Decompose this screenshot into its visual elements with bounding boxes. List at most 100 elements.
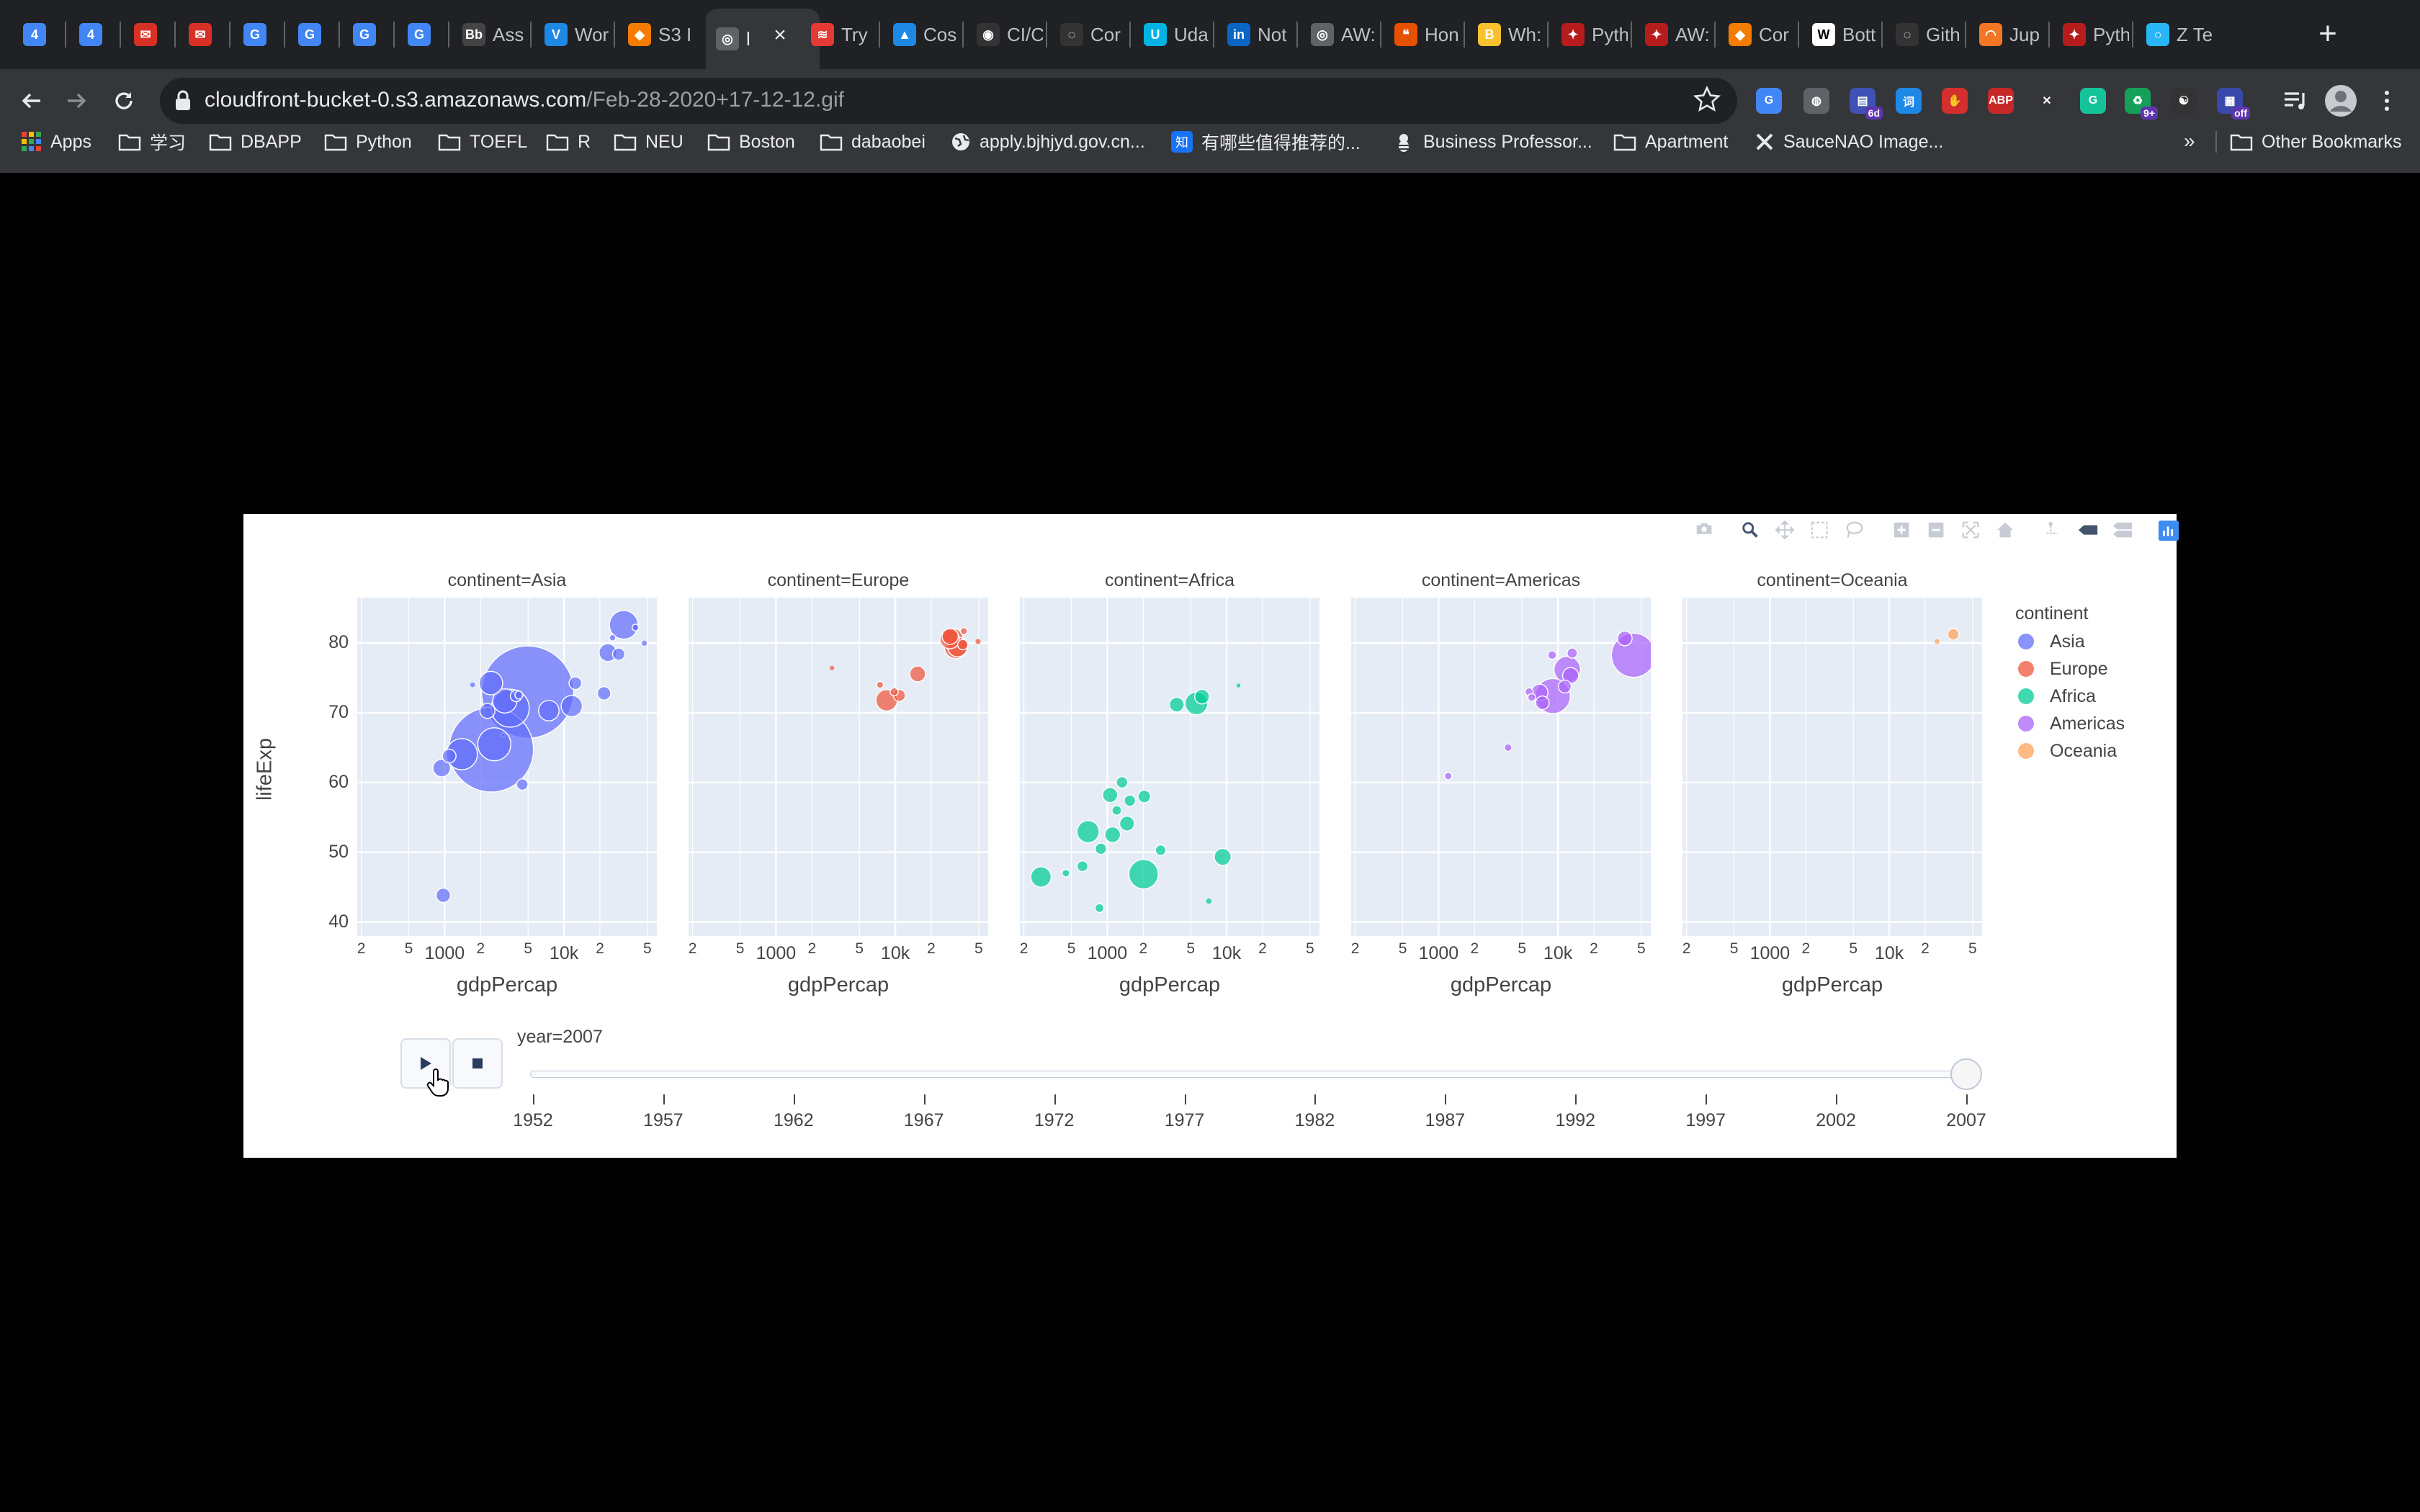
plotly-logo-icon[interactable] [2156, 520, 2181, 541]
browser-tab[interactable]: in Not [1217, 14, 1294, 55]
data-point[interactable] [611, 647, 626, 661]
data-point[interactable] [1137, 789, 1152, 804]
browser-tab[interactable]: G [343, 14, 386, 55]
adblock-icon[interactable]: ABP [1988, 88, 2014, 114]
grammarly-icon[interactable]: G [2080, 88, 2106, 114]
data-point[interactable] [1194, 688, 1210, 705]
keep-icon[interactable]: ◍ [1803, 88, 1829, 114]
bookmark-item[interactable]: Apps [22, 124, 91, 160]
bookmark-item[interactable]: Python [324, 124, 412, 160]
data-point[interactable] [1168, 696, 1185, 713]
data-point[interactable] [1206, 898, 1212, 904]
slider-step-label[interactable]: 1972 [1034, 1110, 1075, 1130]
browser-tab[interactable]: ◎ AW: [1301, 14, 1377, 55]
data-point[interactable] [956, 639, 969, 651]
data-point[interactable] [1567, 647, 1578, 659]
data-point[interactable] [477, 727, 511, 762]
close-tab-icon[interactable]: × [774, 23, 786, 47]
hover-closest-icon[interactable] [2076, 520, 2100, 541]
data-point[interactable] [435, 887, 452, 904]
bookmark-star-icon[interactable] [1693, 85, 1721, 114]
year-slider-handle[interactable] [1950, 1058, 1982, 1090]
slider-step-label[interactable]: 1987 [1425, 1110, 1466, 1130]
facet-plot-area[interactable] [1682, 598, 1982, 936]
browser-tab[interactable]: ○ Z Te [2136, 14, 2213, 55]
home-icon[interactable] [1994, 520, 2018, 541]
browser-tab[interactable]: ◌ Gith [1886, 14, 1962, 55]
data-point[interactable] [1076, 820, 1100, 844]
browser-tab[interactable]: ◆ S3 I [618, 14, 699, 55]
browser-tab[interactable]: G [398, 14, 441, 55]
data-point[interactable] [1155, 844, 1167, 856]
browser-tab[interactable]: 4 [13, 14, 56, 55]
bookmark-item[interactable]: R [546, 124, 591, 160]
browser-tab[interactable]: B Wh: [1468, 14, 1544, 55]
data-point[interactable] [1102, 787, 1119, 804]
spike-lines-icon[interactable] [2041, 520, 2066, 541]
forward-button[interactable] [59, 84, 94, 118]
data-point[interactable] [641, 640, 647, 647]
data-point[interactable] [909, 665, 926, 683]
data-point[interactable] [1947, 628, 1960, 641]
data-point[interactable] [432, 758, 452, 778]
data-point[interactable] [516, 778, 529, 791]
data-point[interactable] [1104, 826, 1121, 843]
legend-item[interactable]: Asia [2018, 629, 2085, 654]
data-point[interactable] [974, 639, 981, 645]
legend-item[interactable]: Americas [2018, 711, 2125, 736]
autoscale-icon[interactable] [1959, 520, 1984, 541]
data-point[interactable] [596, 685, 611, 701]
data-point[interactable] [829, 665, 835, 671]
pan-icon[interactable] [1773, 520, 1798, 541]
pause-button[interactable] [452, 1038, 503, 1089]
data-point[interactable] [876, 680, 884, 689]
data-point[interactable] [442, 748, 457, 764]
facet-plot-area[interactable] [1351, 598, 1651, 936]
data-point[interactable] [501, 732, 506, 738]
zoom-icon[interactable] [1739, 520, 1763, 541]
facet-plot-area[interactable] [357, 598, 657, 936]
data-point[interactable] [1214, 847, 1232, 866]
data-point[interactable] [1503, 743, 1512, 752]
bookmark-item[interactable]: Apartment [1613, 124, 1728, 160]
browser-tab[interactable]: Bb Ass [452, 14, 529, 55]
bookmark-item[interactable]: 知有哪些值得推荐的... [1171, 124, 1361, 160]
data-point[interactable] [959, 626, 968, 636]
off-ext-icon[interactable]: ▦ off [2217, 88, 2250, 120]
new-tab-button[interactable]: + [2318, 16, 2337, 51]
browser-tab[interactable]: ◌ Cor [1050, 14, 1126, 55]
data-point[interactable] [470, 682, 475, 688]
data-point[interactable] [1557, 679, 1572, 694]
bookmark-item[interactable]: NEU [614, 124, 684, 160]
browser-tab[interactable]: ◆ Cor [1718, 14, 1795, 55]
browser-tab[interactable]: ✦ Pyth [1551, 14, 1628, 55]
bookmark-item[interactable]: SauceNAO Image... [1754, 124, 1943, 160]
browser-tab[interactable]: ✦ Pyth [2053, 14, 2129, 55]
slider-step-label[interactable]: 1952 [513, 1110, 553, 1130]
browser-tab[interactable]: V Wor [534, 14, 611, 55]
browser-tab[interactable]: ≋ Try [801, 14, 877, 55]
bookmark-item[interactable]: Boston [707, 124, 795, 160]
slider-step-label[interactable]: 1962 [774, 1110, 814, 1130]
bookmark-item[interactable]: dabaobei [820, 124, 926, 160]
bookmark-item[interactable]: Business Professor... [1393, 124, 1592, 160]
data-point[interactable] [889, 687, 899, 697]
data-point[interactable] [514, 690, 524, 700]
back-button[interactable] [14, 84, 49, 118]
slider-step-label[interactable]: 1967 [903, 1110, 944, 1130]
browser-tab[interactable]: 4 [69, 14, 112, 55]
data-point[interactable] [1076, 860, 1089, 873]
bookmark-item[interactable]: TOEFL [438, 124, 527, 160]
data-point[interactable] [538, 700, 560, 721]
calendar-ext-icon[interactable]: ▤ 6d [1850, 88, 1883, 120]
legend-item[interactable]: Europe [2018, 657, 2108, 681]
browser-tab[interactable]: ▲ Cos [883, 14, 959, 55]
hover-compare-icon[interactable] [2110, 520, 2135, 541]
zoom-in-icon[interactable] [1890, 520, 1914, 541]
lasso-select-icon[interactable] [1842, 520, 1867, 541]
legend-item[interactable]: Africa [2018, 684, 2096, 708]
slider-step-label[interactable]: 1992 [1555, 1110, 1596, 1130]
translate-ext-icon[interactable]: G [1756, 88, 1782, 114]
data-point[interactable] [478, 670, 503, 696]
browser-tab[interactable]: ◎ l [706, 9, 820, 69]
